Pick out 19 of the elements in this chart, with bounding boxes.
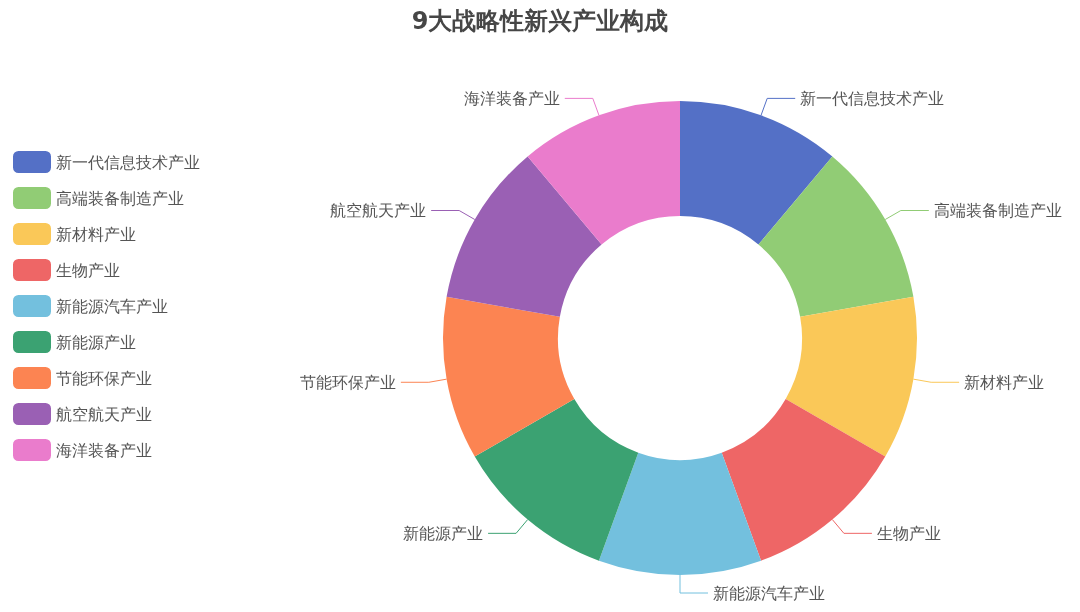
chart-title: 9大战略性新兴产业构成: [411, 7, 669, 35]
legend-label: 海洋装备产业: [56, 440, 152, 460]
legend-label: 新一代信息技术产业: [56, 152, 200, 172]
legend-label: 新能源产业: [56, 332, 136, 352]
slice-label: 新能源汽车产业: [713, 583, 825, 603]
slice-label: 节能环保产业: [299, 372, 396, 392]
slice-label: 航空航天产业: [330, 201, 427, 220]
legend-label: 节能环保产业: [56, 368, 152, 388]
slice-label: 生物产业: [876, 523, 941, 543]
slice-label: 海洋装备产业: [463, 88, 560, 108]
legend-label: 高端装备制造产业: [56, 188, 184, 208]
slice-label: 新能源产业: [403, 523, 484, 543]
legend-label: 生物产业: [56, 260, 120, 280]
slice-label: 新材料产业: [964, 372, 1045, 392]
legend-label: 新材料产业: [56, 224, 136, 244]
legend-label: 新能源汽车产业: [56, 296, 168, 316]
slice-label: 高端装备制造产业: [933, 201, 1062, 220]
slice-label: 新一代信息技术产业: [800, 88, 945, 108]
legend-label: 航空航天产业: [56, 404, 152, 424]
